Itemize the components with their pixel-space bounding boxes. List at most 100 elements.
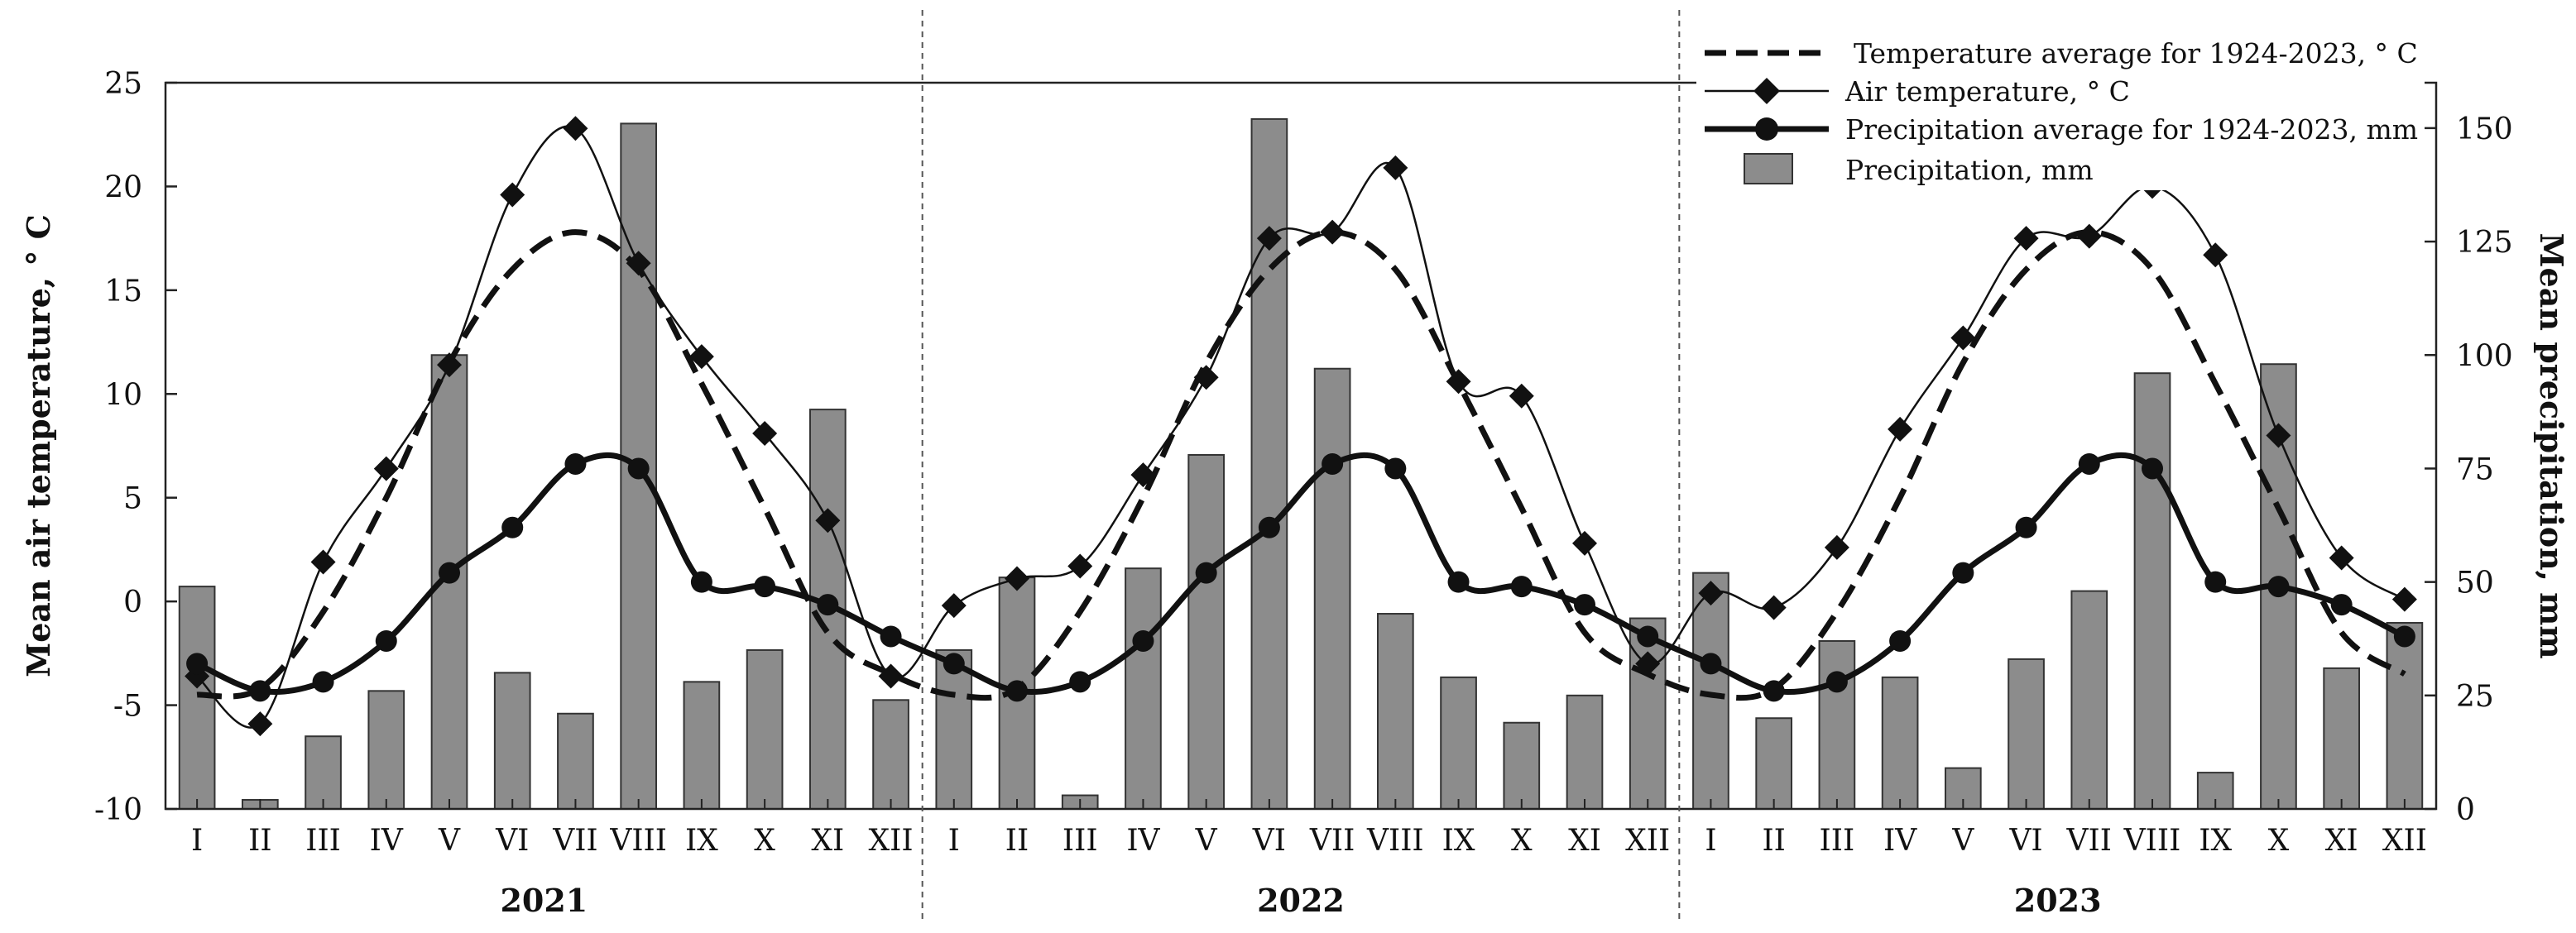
precipitation-average-point: [880, 625, 902, 648]
month-label: VIII: [1366, 824, 1424, 858]
month-label: III: [305, 824, 341, 858]
legend: Temperature average for 1924-2023, ° C A…: [1696, 25, 2425, 190]
legend-entry-air-temperature: Air temperature, ° C: [1705, 75, 2130, 108]
month-label: IX: [2199, 824, 2232, 858]
air-temperature-point: [373, 456, 399, 481]
month-label: II: [1005, 824, 1029, 858]
precipitation-bar: [305, 735, 342, 811]
air-temperature-point: [247, 711, 273, 737]
air-temperature-point: [1005, 566, 1029, 591]
precipitation-bar: [1187, 453, 1226, 810]
precipitation-average-point: [2330, 594, 2353, 616]
precipitation-bar: [2008, 658, 2045, 810]
air-temperature-point: [1446, 369, 1471, 395]
air-temperature-point: [1572, 530, 1597, 556]
precipitation-average-point: [1132, 629, 1154, 652]
air-temperature-point: [1509, 383, 1534, 409]
precipitation-bar: [1692, 572, 1729, 811]
precipitation-average-point: [1763, 680, 1785, 702]
precipitation-bar: [493, 672, 531, 810]
legend-label-temperature-average: Temperature average for 1924-2023, ° C: [1854, 37, 2418, 69]
month-label: XI: [2325, 824, 2358, 858]
legend-entry-precipitation-average: Precipitation average for 1924-2023, mm: [1705, 113, 2418, 146]
precipitation-average-point: [1952, 562, 1974, 584]
month-label: XII: [1625, 824, 1670, 858]
precipitation-bar: [872, 699, 909, 810]
air-temperature-point: [563, 116, 588, 141]
year-label: 2022: [1257, 882, 1345, 919]
legend-entry-precipitation: Precipitation, mm: [1744, 153, 2094, 186]
right-axis-tick-label: 100: [2456, 339, 2513, 373]
precipitation-average-point: [2142, 457, 2163, 480]
legend-key-circle-marker: [1755, 117, 1778, 141]
precipitation-average-point: [1384, 457, 1407, 480]
precipitation-average-point: [1195, 562, 1217, 584]
right-axis-tick-label: 25: [2456, 680, 2494, 714]
left-axis-tick-label: 0: [123, 586, 142, 620]
legend-label-precipitation-average: Precipitation average for 1924-2023, mm: [1845, 113, 2418, 146]
air-temperature-point: [878, 663, 904, 689]
air-temperature-point: [626, 251, 651, 276]
precipitation-bar: [1440, 676, 1477, 810]
month-label: X: [2268, 824, 2290, 858]
month-label: II: [248, 824, 271, 858]
right-axis-title: Mean precipitation, mm: [2533, 232, 2570, 658]
precipitation-average-point: [375, 629, 397, 652]
air-temperature-point: [1698, 581, 1724, 606]
month-label: I: [1705, 824, 1716, 858]
air-temperature-point: [752, 420, 778, 446]
month-label: VII: [552, 824, 597, 858]
month-label: II: [1762, 824, 1785, 858]
air-temperature-point: [1256, 226, 1282, 251]
month-label: V: [1951, 824, 1974, 858]
precipitation-average-point: [627, 457, 650, 480]
month-label: VIII: [609, 824, 667, 858]
month-label: III: [1063, 824, 1098, 858]
air-temperature-point: [815, 508, 841, 533]
precipitation-average-point: [2204, 571, 2227, 593]
precipitation-bar: [683, 681, 721, 810]
precipitation-average-point: [312, 671, 334, 693]
legend-key-diamond-marker: [1753, 78, 1780, 104]
precipitation-average-point: [186, 653, 209, 675]
precipitation-average-point: [439, 562, 460, 584]
precipitation-average-point: [1637, 625, 1659, 648]
precipitation-average-point: [1322, 452, 1344, 475]
plot-border: [164, 81, 2438, 811]
precipitation-average-point: [1889, 629, 1912, 652]
legend-entry-temperature-average: Temperature average for 1924-2023, ° C: [1705, 37, 2418, 69]
year-label: 2023: [2014, 882, 2102, 919]
month-label: VI: [1252, 824, 1286, 858]
month-label: VII: [1309, 824, 1355, 858]
left-axis-tick-label: -5: [113, 690, 142, 724]
month-label: X: [1511, 824, 1533, 858]
precipitation-average-point: [690, 571, 712, 593]
right-axis-tick-label: 125: [2456, 226, 2513, 260]
precipitation-bar: [2070, 590, 2108, 810]
air-temperature-point: [1761, 595, 1787, 620]
precipitation-average-point: [2078, 452, 2100, 475]
air-temperature-point: [1320, 219, 1346, 245]
right-axis-tick-label: 0: [2456, 793, 2475, 827]
precipitation-average-point: [1700, 653, 1722, 675]
air-temperature-point: [1635, 651, 1661, 677]
precipitation-bar: [746, 648, 784, 810]
month-label: X: [754, 824, 775, 858]
air-temperature-point: [310, 549, 336, 575]
legend-label-precipitation: Precipitation, mm: [1845, 154, 2094, 186]
month-label: IX: [1442, 824, 1475, 858]
month-label: XII: [869, 824, 914, 858]
month-label: IV: [1883, 824, 1917, 858]
month-label: XII: [2382, 824, 2427, 858]
precipitation-bar: [2323, 667, 2361, 811]
air-temperature-point: [1193, 365, 1219, 390]
air-temperature-point: [2076, 223, 2102, 249]
precipitation-average-point: [1069, 671, 1091, 693]
precipitation-average-point: [943, 653, 965, 675]
air-temperature-point: [1888, 416, 1913, 442]
precipitation-bar: [1818, 639, 1856, 811]
air-temperature-point: [941, 593, 967, 619]
month-label: V: [438, 824, 461, 858]
air-temperature-point: [1383, 155, 1408, 180]
